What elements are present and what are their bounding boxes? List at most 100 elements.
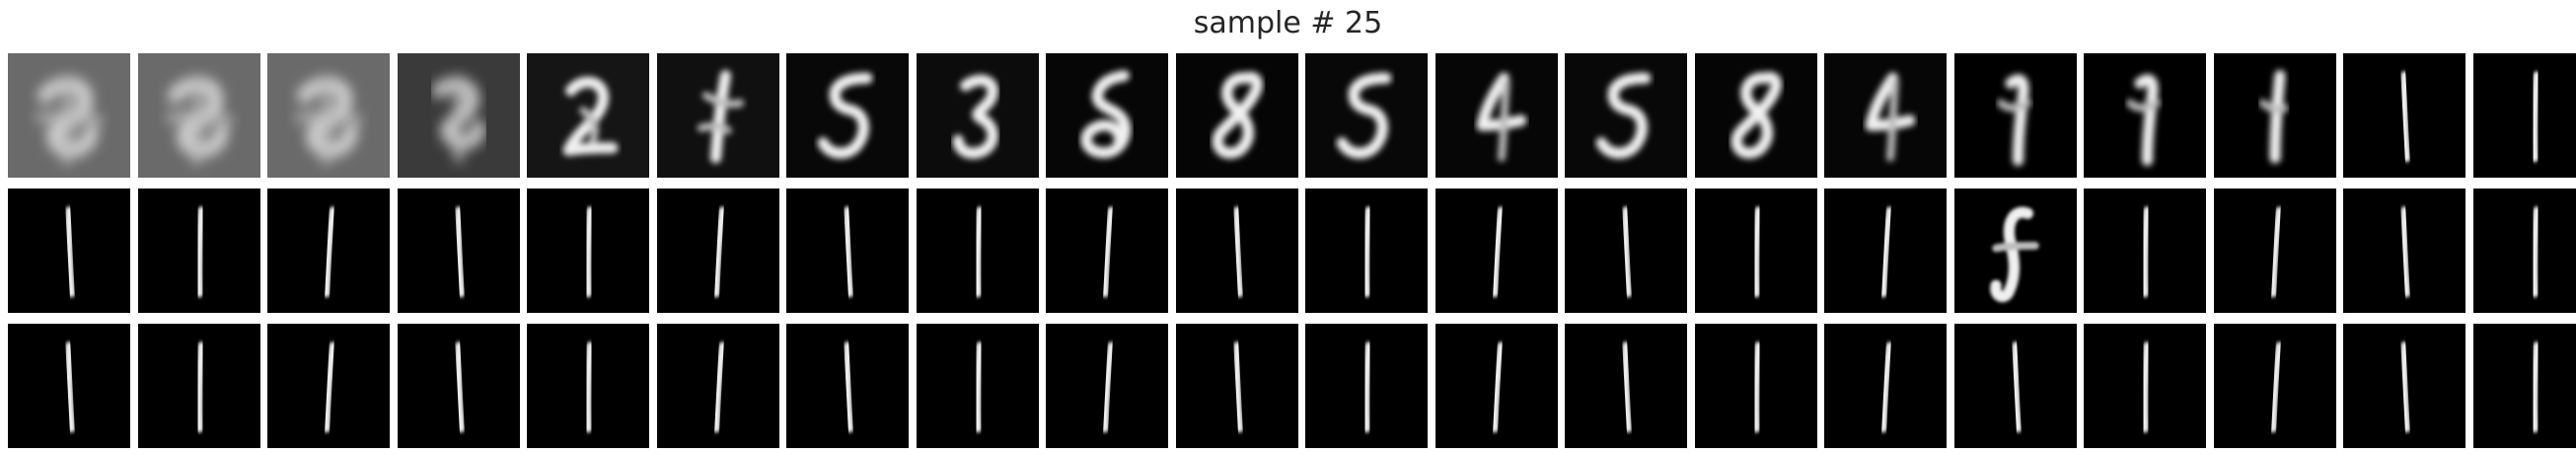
sample-image-r1-c20 — [2472, 53, 2576, 178]
digit-glyph-one — [583, 206, 595, 298]
sample-image-r3-c20 — [2472, 324, 2576, 448]
sample-image-r2-c6 — [656, 189, 779, 313]
sample-image-r3-c7 — [786, 324, 909, 448]
sample-image-r2-c9 — [1046, 189, 1168, 313]
digit-glyph-blob-mid — [431, 75, 485, 164]
digit-glyph-one — [710, 341, 727, 433]
sample-image-r1-c10 — [1175, 53, 1298, 178]
sample-image-r3-c11 — [1305, 324, 1428, 448]
sample-image-r2-c2 — [137, 189, 260, 313]
sample-image-r3-c10 — [1175, 324, 1298, 448]
figure-title: sample # 25 — [1193, 6, 1383, 40]
sample-image-r1-c1 — [8, 53, 130, 178]
digit-glyph-one — [710, 206, 727, 298]
digit-glyph-one — [322, 206, 337, 298]
sample-image-r1-c2 — [137, 53, 260, 178]
digit-glyph-one — [2267, 206, 2284, 298]
digit-glyph-one — [2399, 71, 2411, 163]
digit-glyph-one-hook — [1996, 74, 2031, 167]
sample-image-r1-c4 — [397, 53, 520, 178]
sample-image-r3-c2 — [137, 324, 260, 448]
sample-image-r2-c7 — [786, 189, 909, 313]
sample-image-r3-c4 — [397, 324, 520, 448]
sample-image-r1-c9 — [1046, 53, 1168, 178]
digit-glyph-eight — [1212, 71, 1263, 159]
digit-glyph-blob-heavy — [35, 75, 104, 166]
sample-image-r1-c18 — [2213, 53, 2336, 178]
digit-glyph-one — [1231, 341, 1244, 433]
sample-image-r1-c3 — [267, 53, 390, 178]
digit-glyph-one — [1100, 206, 1116, 298]
digit-glyph-three-ish — [952, 74, 998, 159]
sample-image-r2-c8 — [916, 189, 1039, 313]
digit-glyph-one — [2140, 206, 2152, 298]
sample-image-r3-c3 — [267, 324, 390, 448]
sample-image-r3-c12 — [1435, 324, 1558, 448]
sample-image-r2-c20 — [2472, 189, 2576, 313]
sample-image-r3-c8 — [916, 324, 1039, 448]
digit-glyph-one — [1231, 206, 1244, 298]
digit-glyph-two-ish — [562, 76, 619, 156]
digit-glyph-one — [2529, 341, 2541, 433]
digit-glyph-one — [2399, 341, 2411, 433]
sample-image-r3-c9 — [1046, 324, 1168, 448]
digit-glyph-one — [2529, 206, 2541, 298]
digit-glyph-one — [972, 206, 985, 298]
digit-glyph-blob-heavy — [164, 75, 234, 166]
sample-image-r3-c14 — [1694, 324, 1817, 448]
sample-image-r2-c10 — [1175, 189, 1298, 313]
sample-image-r3-c1 — [8, 324, 130, 448]
sample-image-r1-c16 — [1953, 53, 2077, 178]
sample-image-r2-c18 — [2213, 189, 2336, 313]
digit-glyph-one — [972, 341, 985, 433]
digit-glyph-one — [2399, 206, 2411, 298]
sample-grid — [8, 53, 2576, 448]
sample-image-r2-c5 — [527, 189, 649, 313]
sample-image-r3-c19 — [2343, 324, 2466, 448]
digit-glyph-one — [1878, 341, 1894, 433]
digit-glyph-one — [843, 206, 854, 298]
digit-glyph-one — [1621, 341, 1633, 433]
digit-glyph-five — [817, 72, 873, 159]
sample-image-r2-c13 — [1565, 189, 1687, 313]
sample-image-r2-c1 — [8, 189, 130, 313]
digit-glyph-eight — [1730, 71, 1782, 159]
digit-glyph-one — [1489, 206, 1506, 298]
sample-image-r2-c14 — [1694, 189, 1817, 313]
digit-glyph-one — [1621, 206, 1633, 298]
digit-glyph-five-loop — [1080, 70, 1132, 159]
digit-glyph-one — [2010, 341, 2023, 433]
digit-glyph-one — [2529, 71, 2541, 163]
digit-glyph-one — [1362, 206, 1373, 298]
digit-glyph-one — [1362, 341, 1373, 433]
sample-image-r1-c12 — [1435, 53, 1558, 178]
sample-image-r2-c15 — [1824, 189, 1947, 313]
sample-image-r1-c7 — [786, 53, 909, 178]
sample-image-r3-c18 — [2213, 324, 2336, 448]
digit-glyph-one — [64, 206, 76, 298]
sample-image-r3-c6 — [656, 324, 779, 448]
sample-image-r2-c16 — [1953, 189, 2077, 313]
digit-glyph-one-blur — [697, 70, 744, 164]
sample-image-r1-c11 — [1305, 53, 1428, 178]
sample-image-r3-c17 — [2084, 324, 2206, 448]
sample-image-r1-c5 — [527, 53, 649, 178]
digit-glyph-f-shape — [1989, 206, 2039, 303]
digit-glyph-one — [1489, 341, 1506, 433]
digit-glyph-one — [453, 206, 466, 298]
sample-image-r3-c13 — [1565, 324, 1687, 448]
digit-glyph-one — [322, 341, 337, 433]
sample-image-r2-c11 — [1305, 189, 1428, 313]
sample-image-r2-c4 — [397, 189, 520, 313]
digit-glyph-one — [1750, 341, 1763, 433]
sample-image-r1-c8 — [916, 53, 1039, 178]
digit-glyph-one — [583, 341, 595, 433]
digit-glyph-blob-heavy — [294, 75, 363, 166]
digit-glyph-four-ish — [1476, 72, 1526, 162]
sample-image-r1-c19 — [2343, 53, 2466, 178]
sample-image-r3-c15 — [1824, 324, 1947, 448]
sample-image-r2-c19 — [2343, 189, 2466, 313]
sample-image-r2-c3 — [267, 189, 390, 313]
sample-image-r1-c6 — [656, 53, 779, 178]
digit-glyph-one — [1750, 206, 1763, 298]
